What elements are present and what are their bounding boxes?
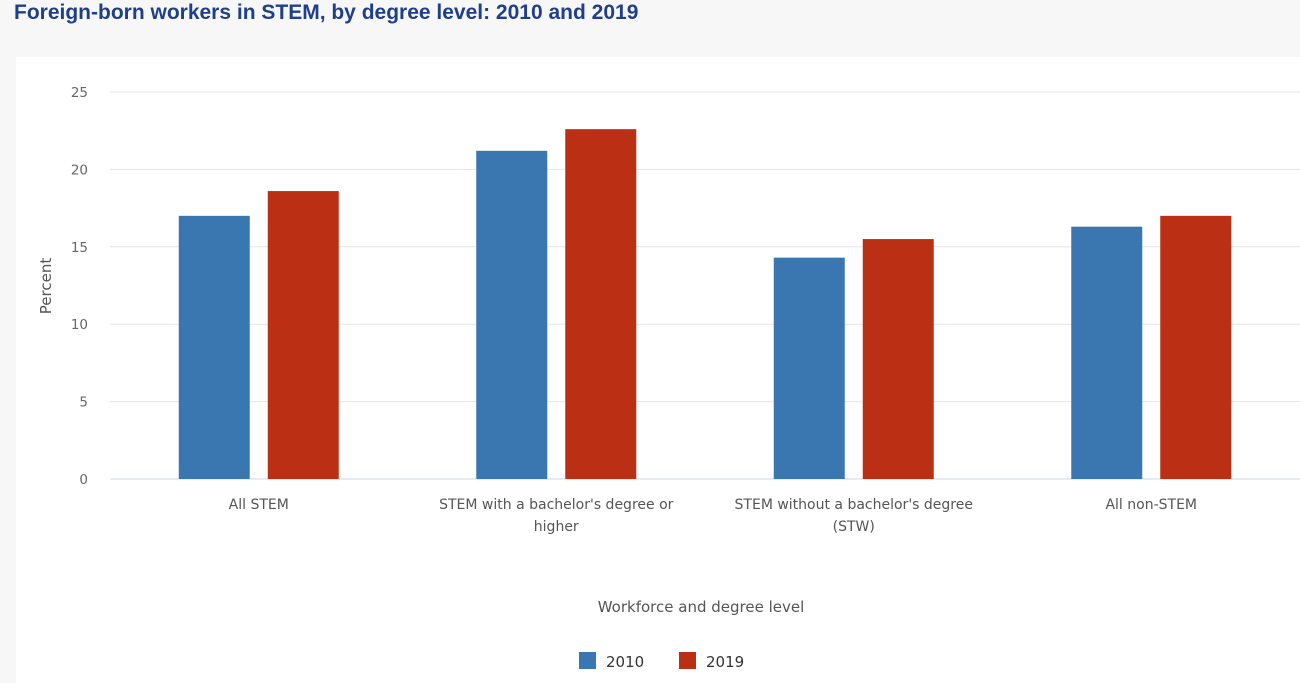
y-tick-label: 25	[71, 85, 88, 101]
y-tick-label: 0	[79, 472, 88, 488]
bar-2010[interactable]	[773, 257, 845, 479]
x-axis-title: Workforce and degree level	[598, 598, 805, 616]
legend-item-2010[interactable]: 2010	[579, 652, 644, 671]
bar-chart: 0 5 10 15 20 25 All STEM STEM with a bachelor'…	[37, 85, 1300, 671]
bar-2019[interactable]	[267, 191, 339, 479]
bar-2010[interactable]	[178, 215, 250, 479]
bars	[178, 129, 1232, 479]
x-category-label: All non-STEM	[1105, 497, 1197, 513]
legend-label: 2010	[606, 653, 644, 671]
x-category-label: STEM with a bachelor's degree or higher	[439, 497, 674, 535]
bar-2010[interactable]	[1071, 226, 1143, 479]
bar-2019[interactable]	[565, 129, 637, 479]
legend-label: 2019	[706, 653, 744, 671]
y-tick-label: 15	[71, 240, 88, 256]
legend-swatch	[579, 652, 596, 669]
chart-title: Foreign-born workers in STEM, by degree …	[14, 1, 639, 24]
legend-swatch	[679, 652, 696, 669]
chart-card: 0 5 10 15 20 25 All STEM STEM with a bachelor'…	[16, 57, 1300, 683]
bar-2019[interactable]	[862, 239, 934, 479]
bar-2019[interactable]	[1160, 215, 1232, 479]
x-category-label: STEM without a bachelor's degree (STW)	[735, 497, 973, 535]
y-tick-labels: 0 5 10 15 20 25	[71, 85, 88, 488]
x-category-label: All STEM	[229, 497, 289, 513]
legend-item-2019[interactable]: 2019	[679, 652, 744, 671]
y-tick-label: 10	[71, 317, 88, 333]
bar-2010[interactable]	[476, 150, 548, 479]
x-category-labels: All STEM STEM with a bachelor's degree or…	[229, 497, 1197, 535]
y-axis-title: Percent	[37, 258, 55, 315]
y-tick-label: 20	[71, 162, 88, 178]
y-tick-label: 5	[79, 395, 88, 411]
legend[interactable]: 2010 2019	[579, 652, 744, 671]
